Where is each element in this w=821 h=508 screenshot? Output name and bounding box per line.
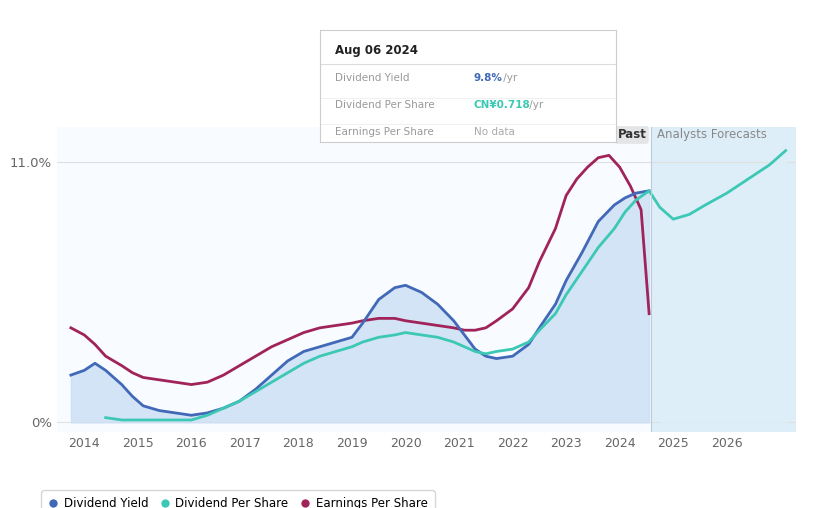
Text: /yr: /yr <box>526 100 544 110</box>
Text: /yr: /yr <box>500 73 517 83</box>
Text: Dividend Per Share: Dividend Per Share <box>335 100 434 110</box>
Text: Dividend Yield: Dividend Yield <box>335 73 410 83</box>
Text: Earnings Per Share: Earnings Per Share <box>335 126 433 137</box>
Text: 9.8%: 9.8% <box>474 73 502 83</box>
Bar <box>651 127 796 432</box>
Text: CN¥0.718: CN¥0.718 <box>474 100 530 110</box>
Legend: Dividend Yield, Dividend Per Share, Earnings Per Share: Dividend Yield, Dividend Per Share, Earn… <box>41 490 434 508</box>
Text: Past: Past <box>617 129 646 141</box>
Text: Aug 06 2024: Aug 06 2024 <box>335 44 418 57</box>
Text: No data: No data <box>474 126 515 137</box>
Text: Analysts Forecasts: Analysts Forecasts <box>657 129 767 141</box>
Bar <box>57 127 651 432</box>
